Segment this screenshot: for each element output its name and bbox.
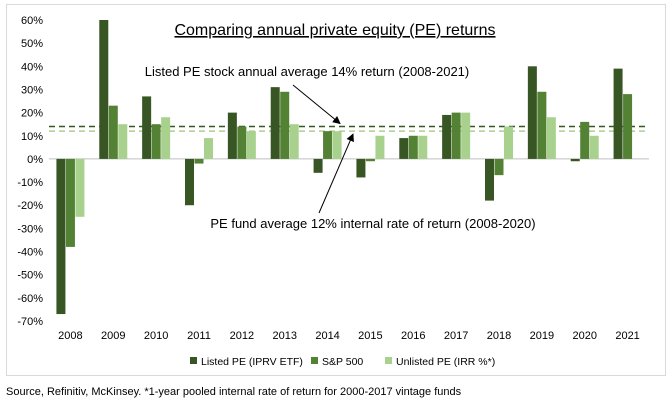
bar-2008-s1	[65, 158, 75, 247]
legend-swatch-s2	[385, 357, 392, 364]
bar-2018-s0	[485, 158, 494, 201]
x-tick-label: 2010	[144, 330, 168, 342]
x-tick-label: 2014	[315, 330, 339, 342]
y-tick-label: 50%	[21, 38, 43, 50]
source-note: Source, Refinitiv, McKinsey. *1-year poo…	[6, 386, 462, 398]
fund-average-label: PE fund average 12% internal rate of ret…	[210, 216, 535, 231]
x-tick-label: 2020	[572, 330, 596, 342]
y-tick-label: 30%	[21, 84, 43, 96]
x-tick-label: 2019	[530, 330, 554, 342]
listed-average-arrow	[292, 84, 341, 125]
y-tick-label: 0%	[27, 154, 43, 166]
legend-label-s1: S&P 500	[322, 356, 363, 368]
bar-2019-s1	[537, 91, 547, 159]
bar-2013-s1	[280, 91, 290, 159]
bar-2011-s1	[194, 158, 204, 164]
bars	[56, 20, 633, 315]
bar-2010-s0	[142, 96, 152, 159]
bar-2008-s0	[56, 158, 66, 315]
chart-title: Comparing annual private equity (PE) ret…	[174, 22, 495, 39]
y-tick-label: -30%	[17, 223, 43, 235]
x-tick-label: 2016	[401, 330, 425, 342]
x-tick-label: 2015	[358, 330, 382, 342]
x-tick-label: 2017	[444, 330, 468, 342]
bar-2013-s0	[270, 87, 280, 159]
bar-2014-s1	[323, 131, 333, 159]
reference-lines	[49, 125, 649, 132]
bar-2015-s1	[365, 158, 375, 162]
bar-2019-s2	[546, 117, 556, 159]
annotations: Listed PE stock annual average 14% retur…	[145, 64, 536, 231]
bar-2009-s0	[99, 20, 109, 159]
fund-average-arrow	[318, 133, 354, 214]
bar-2009-s1	[108, 105, 118, 159]
bar-2019-s0	[527, 66, 537, 159]
bar-2013-s2	[289, 124, 299, 159]
chart-frame: Comparing annual private equity (PE) ret…	[6, 4, 666, 376]
chart-svg: Comparing annual private equity (PE) ret…	[17, 15, 649, 368]
bar-2016-s1	[408, 135, 418, 159]
bar-2009-s2	[118, 124, 128, 159]
bar-2020-s2	[589, 135, 599, 159]
y-tick-label: 60%	[21, 15, 43, 27]
bar-2021-s1	[623, 94, 633, 159]
bar-2014-s2	[332, 131, 342, 159]
x-tick-label: 2012	[230, 330, 254, 342]
bar-2017-s0	[442, 114, 452, 159]
listed-average-label: Listed PE stock annual average 14% retur…	[145, 64, 469, 79]
x-tick-label: 2013	[272, 330, 296, 342]
x-tick-label: 2018	[487, 330, 511, 342]
x-axis: 2008 2009 2010 2011 2012 2013 2014 2015 2016 2017…	[58, 330, 640, 342]
bar-2015-s2	[375, 135, 385, 159]
bar-2015-s0	[356, 158, 366, 178]
y-tick-label: -40%	[17, 247, 43, 259]
bar-2017-s2	[461, 112, 471, 159]
x-tick-label: 2011	[187, 330, 211, 342]
legend-swatch-s0	[190, 357, 197, 364]
bar-2010-s1	[151, 124, 161, 159]
bar-2018-s1	[494, 158, 504, 176]
y-tick-label: 40%	[21, 61, 43, 73]
bar-2016-s0	[399, 138, 409, 159]
bar-2012-s2	[246, 131, 256, 159]
legend: Listed PE (IPRV ETF) S&P 500 Unlisted PE (…	[190, 356, 495, 368]
y-tick-label: 20%	[21, 108, 43, 120]
bar-2008-s2	[75, 158, 85, 217]
y-tick-label: -60%	[17, 293, 43, 305]
legend-swatch-s1	[311, 357, 318, 364]
bar-2010-s2	[161, 117, 171, 159]
y-tick-label: -10%	[17, 177, 43, 189]
x-tick-label: 2008	[58, 330, 82, 342]
bar-2014-s0	[313, 158, 323, 173]
y-tick-label: 10%	[21, 131, 43, 143]
legend-label-s2: Unlisted PE (IRR %*)	[396, 356, 495, 368]
y-tick-label: -20%	[17, 200, 43, 212]
bar-2021-s0	[613, 68, 623, 159]
bar-2020-s1	[580, 121, 590, 159]
bar-2020-s0	[570, 158, 580, 162]
y-tick-label: -70%	[17, 316, 43, 328]
y-axis: 60% 50% 40% 30% 20% 10% 0% -10% -20% -30% -40% -50%…	[17, 15, 649, 328]
bar-2018-s2	[504, 126, 513, 159]
bar-2016-s2	[418, 135, 428, 159]
bar-2017-s1	[451, 112, 461, 159]
x-tick-label: 2021	[615, 330, 639, 342]
bar-2012-s0	[227, 112, 237, 159]
y-tick-label: -50%	[17, 270, 43, 282]
legend-label-s0: Listed PE (IPRV ETF)	[201, 356, 303, 368]
bar-2012-s1	[237, 126, 247, 159]
x-tick-label: 2009	[101, 330, 125, 342]
bar-2011-s0	[185, 158, 194, 206]
bar-2011-s2	[204, 138, 213, 159]
